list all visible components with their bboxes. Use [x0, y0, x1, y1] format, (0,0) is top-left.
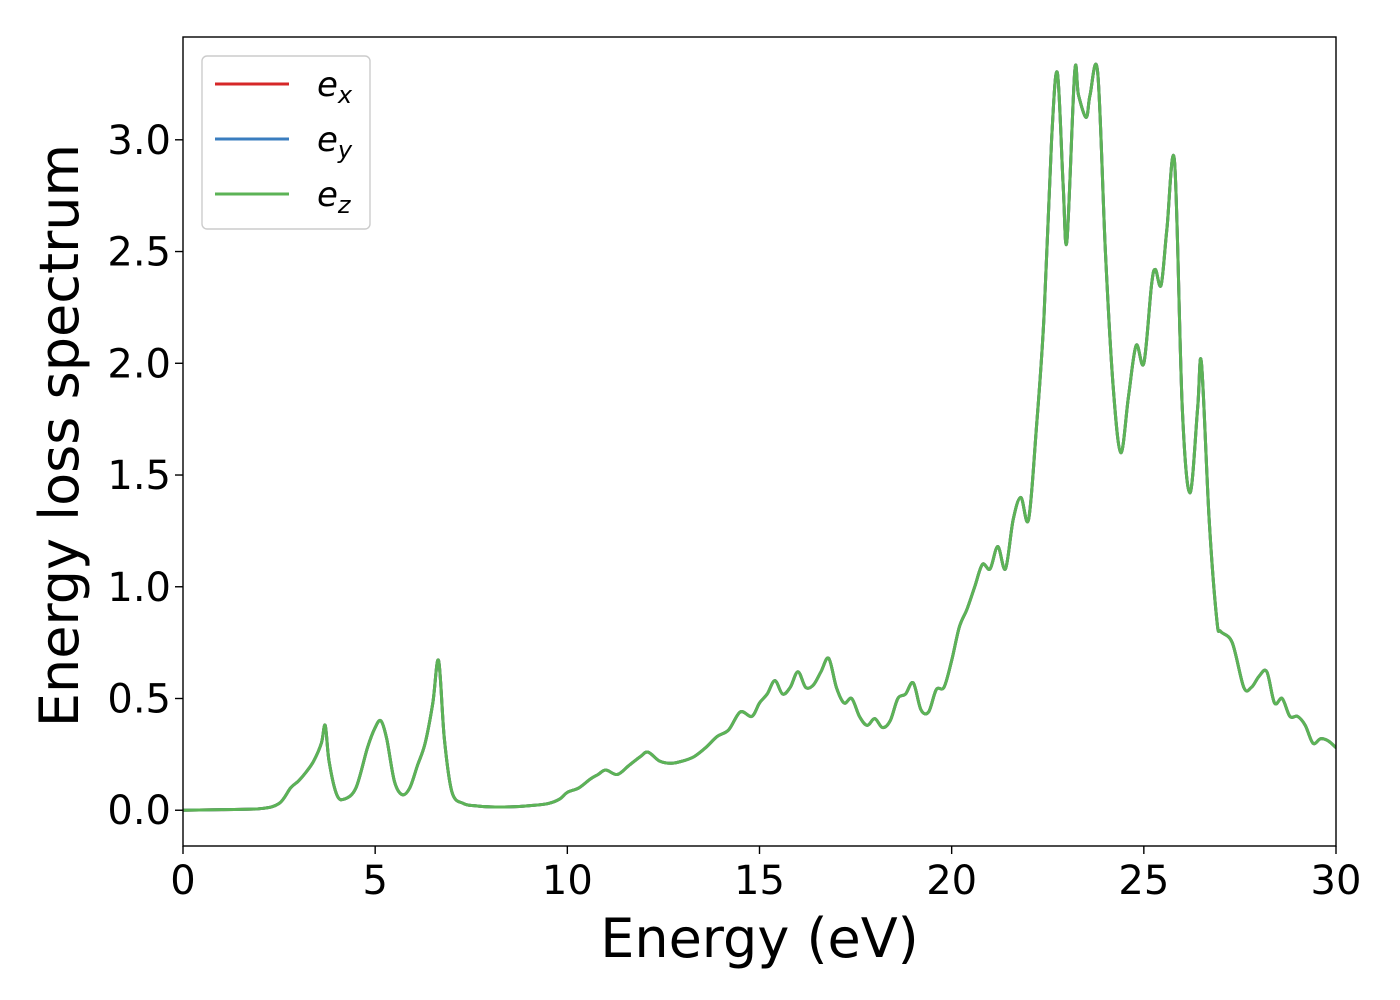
- legend-box: [201, 55, 371, 230]
- y-tick-label: 2.0: [107, 341, 171, 387]
- y-tick-label: 1.0: [107, 565, 171, 611]
- x-tick-label: 10: [542, 858, 593, 904]
- x-axis-label: Energy (eV): [600, 907, 919, 970]
- x-tick-label: 0: [170, 858, 195, 904]
- y-tick-label: 0.5: [107, 677, 171, 723]
- legend: ex ey ez: [201, 55, 371, 230]
- x-tick-label: 5: [362, 858, 387, 904]
- legend-label-ey: ey: [317, 120, 353, 164]
- plot-lines: [183, 62, 1336, 812]
- legend-label-ez: ez: [317, 175, 352, 219]
- series-line-ez: [183, 62, 1336, 812]
- y-axis: 0.0 0.5 1.0 1.5 2.0 2.5 3.0: [107, 118, 183, 834]
- y-tick-label: 0.0: [107, 788, 171, 834]
- y-tick-label: 3.0: [107, 118, 171, 164]
- x-tick-label: 20: [926, 858, 977, 904]
- x-axis: 0 5 10 15 20 25 30: [170, 846, 1361, 904]
- y-axis-label: Energy loss spectrum: [28, 144, 91, 727]
- y-tick-label: 1.5: [107, 453, 171, 499]
- x-tick-label: 30: [1311, 858, 1362, 904]
- x-tick-label: 15: [734, 858, 785, 904]
- y-tick-label: 2.5: [107, 230, 171, 276]
- x-tick-label: 25: [1118, 858, 1169, 904]
- legend-label-ex: ex: [317, 65, 353, 109]
